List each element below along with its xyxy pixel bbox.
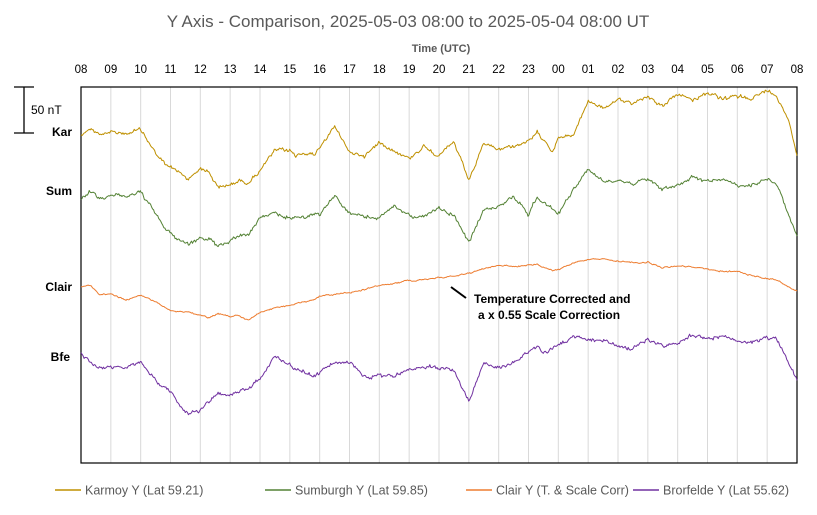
x-tick-label: 19 [403,64,416,76]
series-line-bfe [80,333,798,416]
x-tick-label: 06 [731,64,744,76]
series-lines [80,89,798,416]
legend-label: Brorfelde Y (Lat 55.62) [663,484,789,498]
chart-title: Y Axis - Comparison, 2025-05-03 08:00 to… [167,12,650,31]
gridlines [110,87,768,463]
x-tick-label: 01 [582,64,595,76]
row-label-bfe: Bfe [51,350,71,364]
x-tick-label: 15 [283,64,296,76]
series-line-kar [80,89,798,189]
x-tick-label: 18 [373,64,386,76]
legend: Karmoy Y (Lat 59.21) Sumburgh Y (Lat 59.8… [55,484,789,498]
annotation-pointer [450,286,467,299]
legend-item: Karmoy Y (Lat 59.21) [55,484,203,498]
scale-bar-label: 50 nT [31,103,62,117]
legend-label: Clair Y (T. & Scale Corr) [496,484,629,498]
legend-label: Karmoy Y (Lat 59.21) [85,484,203,498]
x-tick-label: 08 [75,64,88,76]
scale-bar: 50 nT [14,86,62,134]
series-line-sum [80,169,798,248]
x-tick-labels: 08 09 10 11 12 13 14 15 16 17 18 19 20 21 22 23 00 01 02 03… [75,64,804,76]
legend-item: Sumburgh Y (Lat 59.85) [265,484,428,498]
row-label-kar: Kar [52,125,72,139]
legend-label: Sumburgh Y (Lat 59.85) [295,484,428,498]
plot-area-border [80,86,798,464]
x-tick-label: 10 [134,64,147,76]
x-tick-label: 07 [761,64,774,76]
x-tick-label: 04 [671,64,684,76]
x-tick-label: 08 [791,64,804,76]
legend-item: Brorfelde Y (Lat 55.62) [633,484,789,498]
x-tick-label: 22 [492,64,505,76]
x-tick-label: 05 [701,64,714,76]
row-label-clair: Clair [45,280,72,294]
x-tick-label: 14 [254,64,267,76]
x-tick-label: 20 [433,64,446,76]
series-row-labels: Kar Sum Clair Bfe [45,125,72,364]
annotation-line-2: a x 0.55 Scale Correction [478,308,620,322]
x-tick-label: 12 [194,64,207,76]
annotation: Temperature Corrected and a x 0.55 Scale… [450,286,631,322]
x-tick-label: 02 [612,64,625,76]
x-tick-label: 17 [343,64,356,76]
row-label-sum: Sum [46,184,72,198]
x-tick-label: 16 [313,64,326,76]
x-tick-label: 11 [165,64,177,76]
x-tick-label: 23 [522,64,535,76]
annotation-line-1: Temperature Corrected and [474,292,631,306]
legend-item: Clair Y (T. & Scale Corr) [466,484,629,498]
x-tick-label: 03 [641,64,654,76]
x-axis-label: Time (UTC) [412,43,471,55]
x-tick-label: 09 [104,64,117,76]
series-line-clair [80,258,798,321]
x-tick-label: 13 [224,64,237,76]
x-tick-label: 00 [552,64,565,76]
x-tick-label: 21 [462,64,475,76]
